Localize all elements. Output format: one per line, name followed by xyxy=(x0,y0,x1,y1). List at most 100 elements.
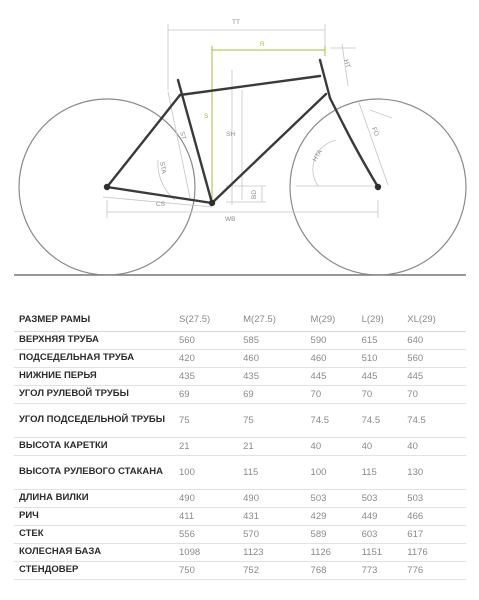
table-row: ВЕРХНЯЯ ТРУБА 560 585 590 615 640 xyxy=(14,331,466,350)
row-value: 411 xyxy=(179,507,244,526)
row-value: 75 xyxy=(179,403,244,438)
row-value: 70 xyxy=(361,385,408,404)
row-value: 490 xyxy=(179,489,244,508)
label-sh: SH xyxy=(226,131,235,138)
head-tube xyxy=(318,58,332,100)
row-label: УГОЛ РУЛЕВОЙ ТРУБЫ xyxy=(14,385,179,404)
row-value: 70 xyxy=(310,385,362,404)
row-label: ВЫСОТА РУЛЕВОГО СТАКАНА xyxy=(14,455,179,490)
row-value: 773 xyxy=(361,561,408,580)
row-value: 21 xyxy=(179,437,244,456)
table-row: ВЫСОТА РУЛЕВОГО СТАКАНА 100 115 100 115 130 xyxy=(14,455,466,490)
row-value: 776 xyxy=(407,561,466,580)
row-label: УГОЛ ПОДСЕДЕЛЬНОЙ ТРУБЫ xyxy=(14,403,179,438)
row-value: 1098 xyxy=(179,543,244,562)
header-size: S(27.5) xyxy=(179,309,244,332)
row-value: 420 xyxy=(179,349,244,368)
row-value: 435 xyxy=(179,367,244,386)
accent-dimension-lines xyxy=(211,46,326,203)
row-value: 752 xyxy=(243,561,311,580)
table-row: ДЛИНА ВИЛКИ 490 490 503 503 503 xyxy=(14,489,466,508)
row-label: СТЕНДОВЕР xyxy=(14,561,179,580)
row-value: 40 xyxy=(310,437,362,456)
row-value: 460 xyxy=(243,349,311,368)
header-size: L(29) xyxy=(361,309,408,332)
row-label: ВЕРХНЯЯ ТРУБА xyxy=(14,331,179,350)
table-header-row: РАЗМЕР РАМЫ S(27.5) M(27.5) M(29) L(29) … xyxy=(14,309,466,332)
geometry-table: РАЗМЕР РАМЫ S(27.5) M(27.5) M(29) L(29) … xyxy=(14,309,466,580)
row-label: СТЕК xyxy=(14,525,179,544)
row-value: 431 xyxy=(243,507,311,526)
row-value: 460 xyxy=(310,349,362,368)
label-ht: HT xyxy=(342,59,351,69)
table-row: РИЧ 411 431 429 449 466 xyxy=(14,507,466,526)
row-value: 570 xyxy=(243,525,311,544)
table-row: СТЕНДОВЕР 750 752 768 773 776 xyxy=(14,561,466,580)
front-axle xyxy=(374,183,382,191)
label-tt: TT xyxy=(232,19,240,26)
row-value: 585 xyxy=(243,331,311,350)
row-value: 1176 xyxy=(407,543,466,562)
label-r: R xyxy=(260,41,265,48)
header-size: XL(29) xyxy=(407,309,466,332)
row-value: 75 xyxy=(243,403,311,438)
bottom-bracket xyxy=(208,199,216,207)
label-cs: CS xyxy=(156,201,166,208)
row-value: 503 xyxy=(407,489,466,508)
table-row: ПОДСЕДЕЛЬНАЯ ТРУБА 420 460 460 510 560 xyxy=(14,349,466,368)
table-row: УГОЛ РУЛЕВОЙ ТРУБЫ 69 69 70 70 70 xyxy=(14,385,466,404)
table-row: УГОЛ ПОДСЕДЕЛЬНОЙ ТРУБЫ 75 75 74.5 74.5 74.5 xyxy=(14,403,466,438)
front-wheel xyxy=(289,98,467,276)
row-value: 40 xyxy=(407,437,466,456)
row-value: 556 xyxy=(179,525,244,544)
row-value: 617 xyxy=(407,525,466,544)
row-value: 74.5 xyxy=(407,403,466,438)
label-s: S xyxy=(204,113,209,120)
row-label: ВЫСОТА КАРЕТКИ xyxy=(14,437,179,456)
row-value: 100 xyxy=(310,455,362,490)
row-value: 560 xyxy=(179,331,244,350)
row-value: 449 xyxy=(361,507,408,526)
row-value: 560 xyxy=(407,349,466,368)
row-value: 503 xyxy=(310,489,362,508)
row-value: 768 xyxy=(310,561,362,580)
row-value: 74.5 xyxy=(310,403,362,438)
row-value: 74.5 xyxy=(361,403,408,438)
label-sta: STA xyxy=(158,161,167,175)
rear-axle xyxy=(103,183,111,191)
table-row: НИЖНИЕ ПЕРЬЯ 435 435 445 445 445 xyxy=(14,367,466,386)
row-value: 40 xyxy=(361,437,408,456)
row-value: 590 xyxy=(310,331,362,350)
row-value: 435 xyxy=(243,367,311,386)
row-label: РИЧ xyxy=(14,507,179,526)
row-value: 490 xyxy=(243,489,311,508)
row-value: 466 xyxy=(407,507,466,526)
dimension-lines xyxy=(102,24,393,218)
rear-wheel xyxy=(18,98,196,276)
row-value: 69 xyxy=(179,385,244,404)
header-size: M(29) xyxy=(310,309,362,332)
top-tube xyxy=(178,74,322,97)
row-value: 445 xyxy=(407,367,466,386)
row-value: 640 xyxy=(407,331,466,350)
seat-stay xyxy=(105,93,182,189)
header-label: РАЗМЕР РАМЫ xyxy=(14,309,179,332)
row-value: 445 xyxy=(361,367,408,386)
row-value: 69 xyxy=(243,385,311,404)
row-value: 1126 xyxy=(310,543,362,562)
label-hta: HTA xyxy=(312,148,325,163)
bike-geometry-diagram: TT R HT S ST SH STA HTA FO CS BD WB xyxy=(14,19,467,276)
chain-stay xyxy=(105,185,214,205)
table-row: КОЛЕСНАЯ БАЗА 1098 1123 1126 1151 1176 xyxy=(14,543,466,562)
label-st: ST xyxy=(178,131,187,141)
row-value: 603 xyxy=(361,525,408,544)
row-value: 100 xyxy=(179,455,244,490)
row-value: 130 xyxy=(407,455,466,490)
seat-tube xyxy=(176,78,214,205)
row-value: 21 xyxy=(243,437,311,456)
down-tube xyxy=(210,92,328,205)
row-label: КОЛЕСНАЯ БАЗА xyxy=(14,543,179,562)
table-row: СТЕК 556 570 589 603 617 xyxy=(14,525,466,544)
fork xyxy=(328,96,380,189)
row-label: ПОДСЕДЕЛЬНАЯ ТРУБА xyxy=(14,349,179,368)
